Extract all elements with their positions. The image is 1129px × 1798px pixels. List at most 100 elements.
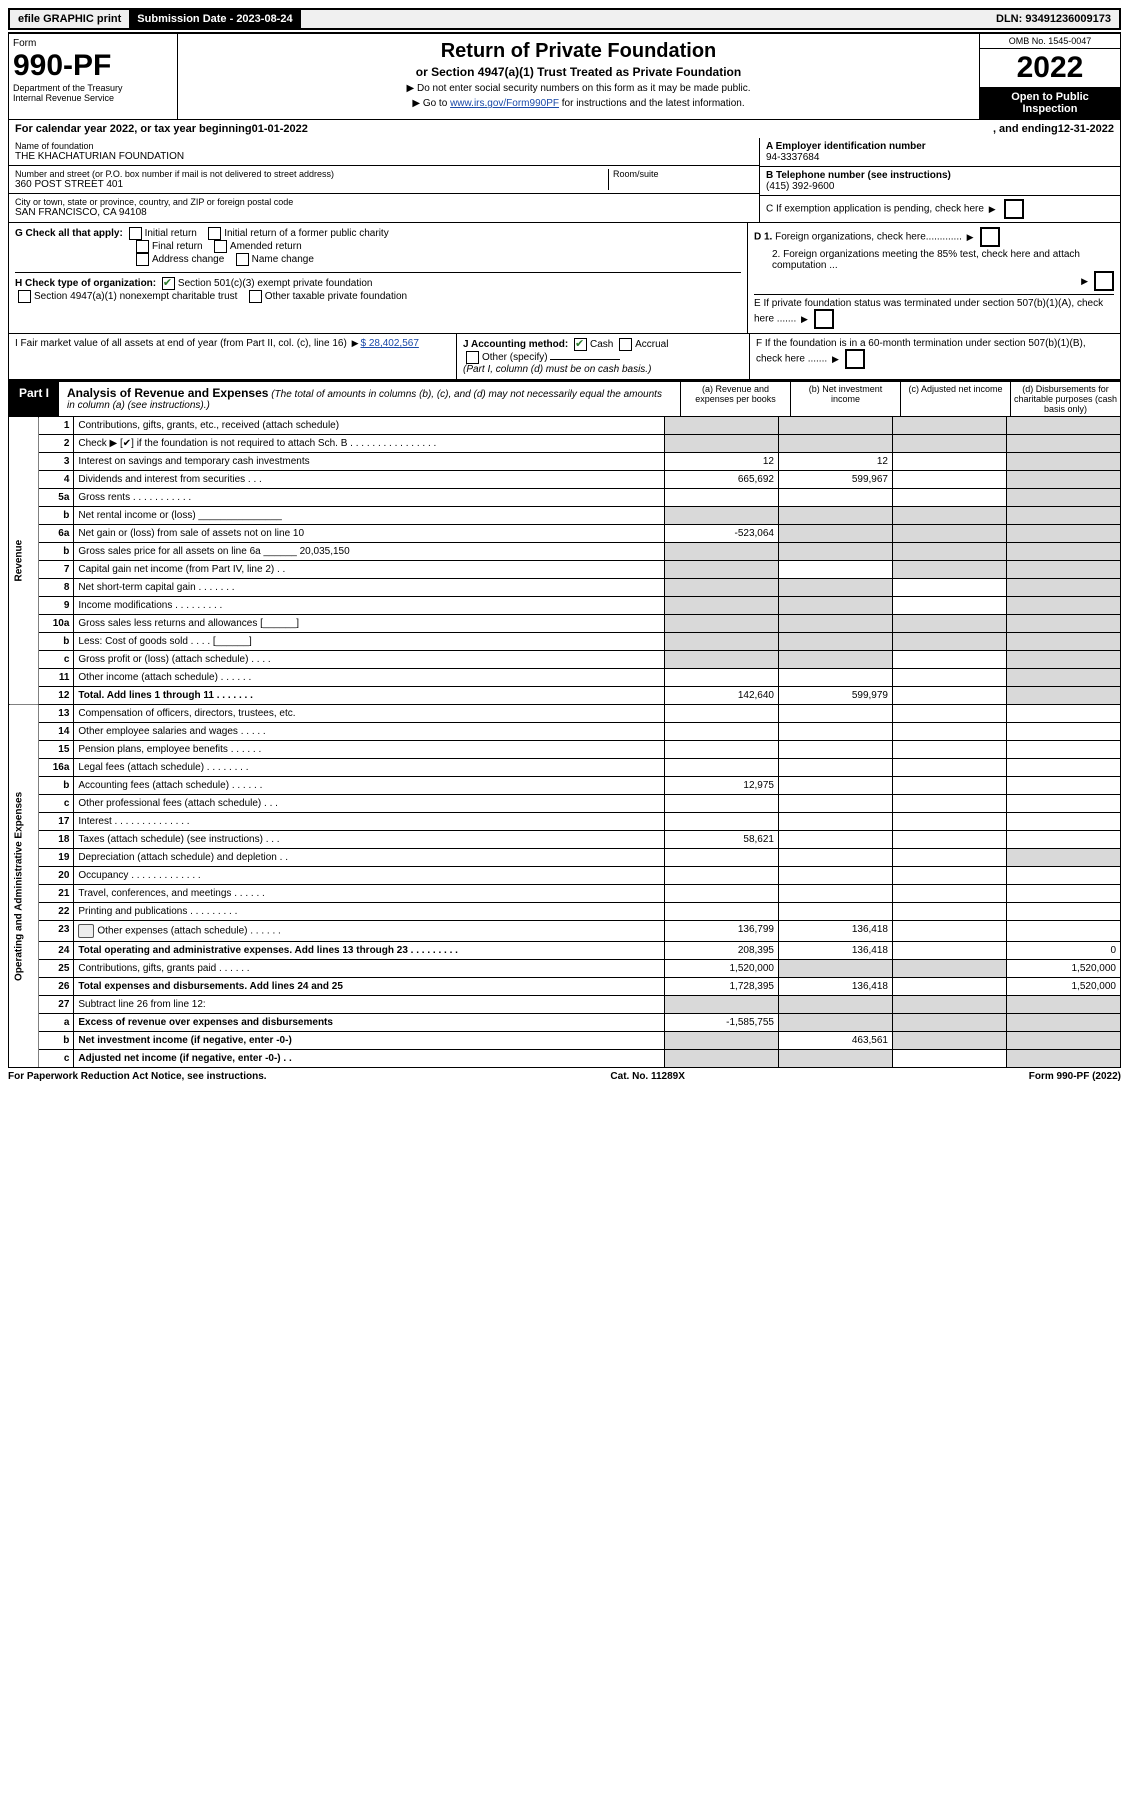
- amount-cell: [1007, 813, 1121, 831]
- line-description: Contributions, gifts, grants paid . . . …: [74, 960, 665, 978]
- expenses-side-label: Operating and Administrative Expenses: [9, 705, 39, 1068]
- line-description: Gross sales less returns and allowances …: [74, 615, 665, 633]
- cb-amended[interactable]: [214, 240, 227, 253]
- line-description: Check ▶ [✔] if the foundation is not req…: [74, 435, 665, 453]
- cb-d2[interactable]: [1094, 271, 1114, 291]
- amount-cell: [779, 435, 893, 453]
- amount-cell: [665, 741, 779, 759]
- line-description: Adjusted net income (if negative, enter …: [74, 1050, 665, 1068]
- cb-final[interactable]: [136, 240, 149, 253]
- amount-cell: [893, 615, 1007, 633]
- cb-initial-former[interactable]: [208, 227, 221, 240]
- filer-info: Name of foundation THE KHACHATURIAN FOUN…: [8, 138, 1121, 223]
- amount-cell: [893, 960, 1007, 978]
- amount-cell: 142,640: [665, 687, 779, 705]
- amount-cell: -523,064: [665, 525, 779, 543]
- line-number: b: [39, 543, 74, 561]
- amount-cell: [893, 489, 1007, 507]
- cb-501c3[interactable]: [162, 277, 175, 290]
- line-number: b: [39, 507, 74, 525]
- line-description: Net short-term capital gain . . . . . . …: [74, 579, 665, 597]
- table-row: bNet rental income or (loss) ___________…: [9, 507, 1121, 525]
- top-bar: efile GRAPHIC print Submission Date - 20…: [8, 8, 1121, 30]
- cb-other-method[interactable]: [466, 351, 479, 364]
- line-number: 2: [39, 435, 74, 453]
- foundation-name: THE KHACHATURIAN FOUNDATION: [15, 151, 753, 162]
- line-number: 15: [39, 741, 74, 759]
- table-row: 6aNet gain or (loss) from sale of assets…: [9, 525, 1121, 543]
- amount-cell: [1007, 903, 1121, 921]
- paperwork-notice: For Paperwork Reduction Act Notice, see …: [8, 1071, 267, 1082]
- table-row: Operating and Administrative Expenses13C…: [9, 705, 1121, 723]
- amount-cell: [665, 597, 779, 615]
- amount-cell: [1007, 579, 1121, 597]
- i-value[interactable]: $ 28,402,567: [361, 338, 419, 349]
- amount-cell: [665, 1050, 779, 1068]
- amount-cell: [1007, 885, 1121, 903]
- amount-cell: [779, 795, 893, 813]
- line-number: 26: [39, 978, 74, 996]
- form-number: 990-PF: [13, 49, 111, 82]
- cb-accrual[interactable]: [619, 338, 632, 351]
- cb-initial[interactable]: [129, 227, 142, 240]
- cal-pre: For calendar year 2022, or tax year begi…: [15, 123, 252, 135]
- attachment-icon[interactable]: [78, 924, 94, 938]
- part-1-header: Part I Analysis of Revenue and Expenses …: [8, 380, 1121, 417]
- cb-f[interactable]: [845, 349, 865, 369]
- amount-cell: [779, 741, 893, 759]
- amount-cell: [779, 1014, 893, 1032]
- instr-link[interactable]: www.irs.gov/Form990PF: [450, 98, 559, 109]
- amount-cell: [1007, 651, 1121, 669]
- table-row: 23Other expenses (attach schedule) . . .…: [9, 921, 1121, 942]
- table-row: 25Contributions, gifts, grants paid . . …: [9, 960, 1121, 978]
- table-row: 17Interest . . . . . . . . . . . . . .: [9, 813, 1121, 831]
- col-a: (a) Revenue and expenses per books: [680, 382, 790, 416]
- col-d: (d) Disbursements for charitable purpose…: [1010, 382, 1120, 416]
- footer: For Paperwork Reduction Act Notice, see …: [8, 1068, 1121, 1082]
- amount-cell: [665, 561, 779, 579]
- amount-cell: [893, 669, 1007, 687]
- amount-cell: [665, 795, 779, 813]
- line-description: Taxes (attach schedule) (see instruction…: [74, 831, 665, 849]
- line-number: 11: [39, 669, 74, 687]
- line-description: Other professional fees (attach schedule…: [74, 795, 665, 813]
- cb-4947[interactable]: [18, 290, 31, 303]
- amount-cell: [779, 777, 893, 795]
- cb-name[interactable]: [236, 253, 249, 266]
- amount-cell: 1,728,395: [665, 978, 779, 996]
- line-number: 16a: [39, 759, 74, 777]
- dept: Department of the Treasury: [13, 83, 173, 93]
- amount-cell: [893, 435, 1007, 453]
- amount-cell: [779, 831, 893, 849]
- amount-cell: [1007, 921, 1121, 942]
- form-ref: Form 990-PF (2022): [1029, 1071, 1121, 1082]
- amount-cell: [779, 849, 893, 867]
- form-header: Form 990-PF Department of the Treasury I…: [8, 32, 1121, 120]
- line-number: 24: [39, 942, 74, 960]
- cb-address[interactable]: [136, 253, 149, 266]
- amount-cell: [893, 942, 1007, 960]
- line-description: Net rental income or (loss) ____________…: [74, 507, 665, 525]
- line-description: Printing and publications . . . . . . . …: [74, 903, 665, 921]
- cb-e[interactable]: [814, 309, 834, 329]
- amount-cell: [779, 960, 893, 978]
- table-row: 15Pension plans, employee benefits . . .…: [9, 741, 1121, 759]
- amount-cell: [1007, 489, 1121, 507]
- cb-d1[interactable]: [980, 227, 1000, 247]
- line-number: 20: [39, 867, 74, 885]
- cb-cash[interactable]: [574, 338, 587, 351]
- amount-cell: [893, 525, 1007, 543]
- amount-cell: [1007, 543, 1121, 561]
- amount-cell: 12: [665, 453, 779, 471]
- amount-cell: [665, 615, 779, 633]
- c-checkbox[interactable]: [1004, 199, 1024, 219]
- cb-other-tax[interactable]: [249, 290, 262, 303]
- amount-cell: [893, 1014, 1007, 1032]
- amount-cell: [779, 525, 893, 543]
- amount-cell: [665, 435, 779, 453]
- amount-cell: [779, 543, 893, 561]
- amount-cell: [1007, 633, 1121, 651]
- col-b: (b) Net investment income: [790, 382, 900, 416]
- amount-cell: 463,561: [779, 1032, 893, 1050]
- amount-cell: [665, 417, 779, 435]
